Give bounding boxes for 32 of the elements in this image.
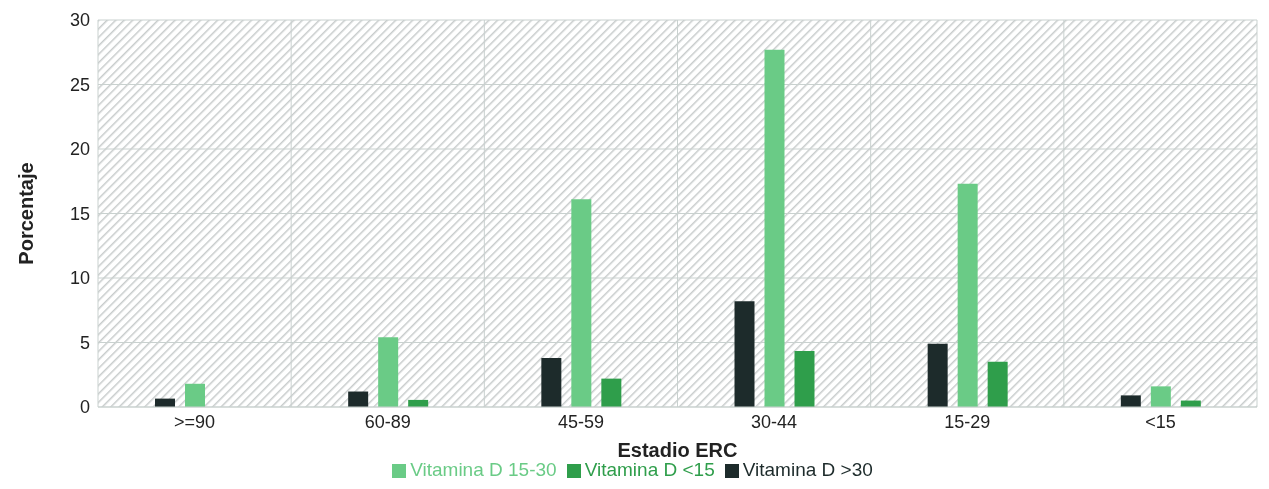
legend-label: Vitamina D >30: [742, 459, 873, 480]
legend-label: Vitamina D 15-30: [410, 459, 557, 480]
x-tick-label: 15-29: [944, 411, 991, 432]
bar: [348, 391, 369, 407]
bar: [734, 301, 755, 407]
bar: [1120, 395, 1141, 407]
bar: [601, 378, 622, 407]
x-axis-title: Estadio ERC: [617, 439, 738, 461]
x-tick-label: >=90: [174, 411, 216, 432]
bar: [541, 357, 562, 407]
x-tick-label: <15: [1145, 411, 1176, 432]
bar: [571, 199, 592, 407]
bar: [794, 350, 815, 407]
bar: [185, 383, 205, 407]
x-tick-label: 30-44: [751, 411, 798, 432]
y-tick-label: 15: [69, 203, 90, 224]
bar: [764, 49, 785, 407]
legend-label: Vitamina D <15: [584, 459, 715, 480]
x-tick-label: 45-59: [557, 411, 604, 432]
bar: [957, 183, 978, 407]
bar: [378, 337, 399, 407]
bar: [1150, 386, 1171, 407]
y-tick-label: 20: [69, 139, 90, 160]
bar: [987, 361, 1008, 407]
y-axis-title: Porcentaje: [15, 162, 38, 265]
x-tick-label: 60-89: [364, 411, 411, 432]
y-tick-label: 5: [79, 332, 90, 353]
bar: [927, 343, 948, 407]
y-tick-label: 10: [69, 268, 90, 289]
y-tick-label: 0: [79, 397, 90, 418]
y-tick-label: 30: [69, 10, 90, 31]
y-tick-label: 25: [69, 74, 90, 95]
